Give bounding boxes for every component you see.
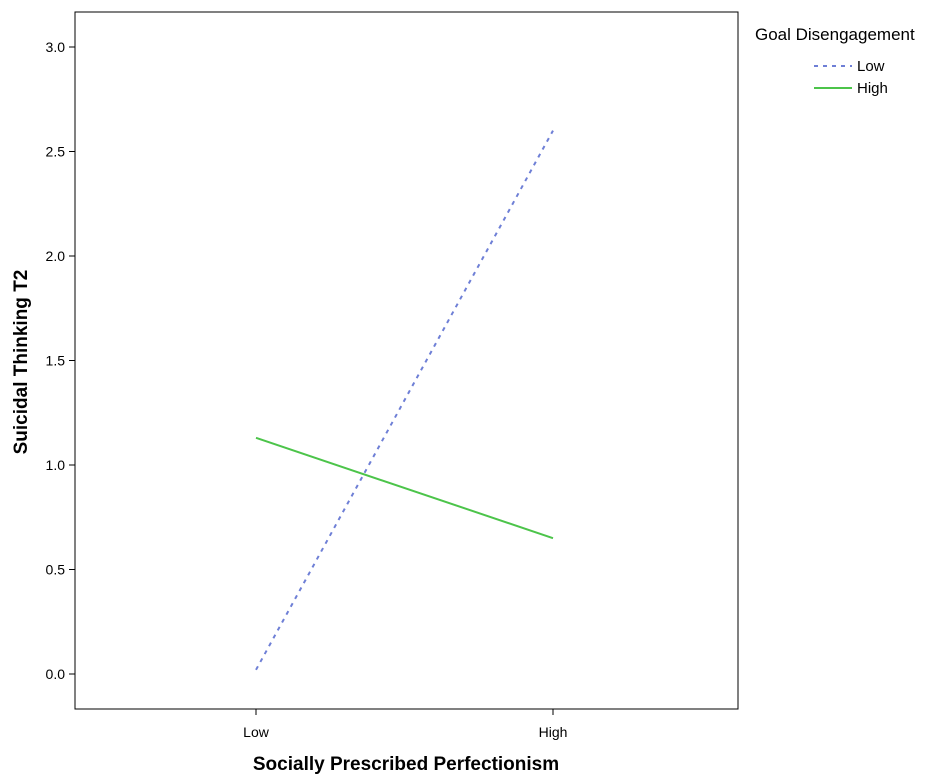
y-tick-label: 1.0 xyxy=(46,457,66,473)
series-lines xyxy=(255,130,554,671)
y-tick-label: 2.0 xyxy=(46,248,66,264)
series-line-low xyxy=(255,130,554,671)
y-tick-label: 1.5 xyxy=(46,353,66,369)
x-axis-title: Socially Prescribed Perfectionism xyxy=(253,754,559,775)
x-tick-label: Low xyxy=(243,724,270,740)
x-tick-label: High xyxy=(539,724,568,740)
y-tick-label: 0.5 xyxy=(46,562,66,578)
y-axis: 0.0 0.5 1.0 1.5 2.0 2.5 3.0 xyxy=(46,39,75,682)
y-tick-label: 2.5 xyxy=(46,144,66,160)
legend: Goal Disengagement Low High xyxy=(755,25,915,97)
y-tick-label: 3.0 xyxy=(46,39,66,55)
y-axis-title: Suicidal Thinking T2 xyxy=(11,270,32,455)
legend-title: Goal Disengagement xyxy=(755,25,915,44)
y-tick-label: 0.0 xyxy=(46,666,66,682)
legend-label-low: Low xyxy=(857,58,885,75)
legend-label-high: High xyxy=(857,80,888,97)
plot-area-frame xyxy=(74,11,739,710)
x-axis: Low High xyxy=(243,709,567,740)
series-line-high xyxy=(255,436,554,540)
